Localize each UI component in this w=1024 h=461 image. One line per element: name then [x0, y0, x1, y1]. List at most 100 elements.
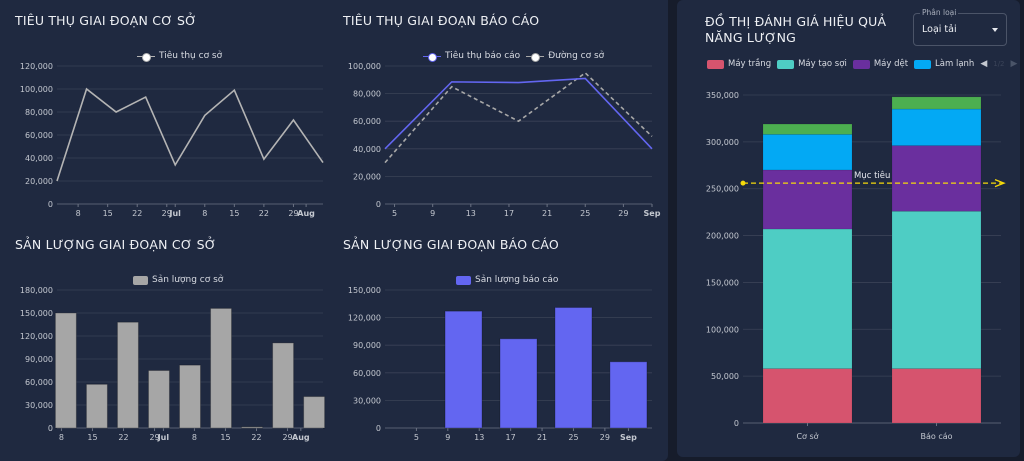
- base-output-x-tick-label: Aug: [292, 433, 310, 442]
- report-consumption-x-tick-label: 13: [466, 209, 476, 218]
- base-consumption-y-tick-label: 0: [48, 200, 53, 209]
- legend-next-icon[interactable]: ▶: [1010, 59, 1018, 69]
- efficiency-y-tick-label: 150,000: [706, 278, 739, 287]
- base-output-x-tick-label: 8: [192, 433, 197, 442]
- select-label: Phân loại: [920, 8, 959, 17]
- report-output-x-tick-label: 5: [414, 433, 419, 442]
- efficiency-x-tick-label: Cơ sở: [796, 431, 818, 441]
- report-consumption-y-tick-label: 40,000: [353, 145, 381, 154]
- base-consumption-title: Tiêu thụ giai đoạn cơ sở: [15, 13, 197, 28]
- base-output-x-tick-label: 15: [220, 433, 230, 442]
- legend-prev-icon[interactable]: ◀: [980, 59, 988, 69]
- base-consumption-y-tick-label: 80,000: [25, 108, 53, 117]
- efficiency-stack-segment: [891, 145, 982, 212]
- base-consumption-y-tick-label: 60,000: [25, 131, 53, 140]
- category-select[interactable]: Phân loại Loại tải: [913, 8, 1007, 46]
- dropdown-caret-icon: [992, 28, 998, 32]
- efficiency-y-tick-label: 250,000: [706, 185, 739, 194]
- report-consumption-y-tick-label: 0: [376, 200, 381, 209]
- legend-label: Máy tạo sợi: [798, 59, 847, 69]
- line-marker-icon: [137, 52, 155, 62]
- base-consumption-y-tick-label: 120,000: [20, 62, 53, 71]
- report-output-x-tick-label: 9: [445, 433, 450, 442]
- legend-item-lam-lanh[interactable]: Làm lạnh: [914, 59, 974, 69]
- base-consumption-x-tick-label: 29: [288, 209, 298, 218]
- legend-swatch: [914, 59, 932, 69]
- report-consumption-x-tick-label: 9: [430, 209, 435, 218]
- report-consumption-title: Tiêu thụ giai đoạn báo cáo: [343, 13, 540, 28]
- efficiency-y-tick-label: 200,000: [706, 232, 739, 241]
- report-output-legend[interactable]: Sản lượng báo cáo: [456, 275, 558, 285]
- report-output-bar: [499, 338, 538, 429]
- efficiency-stack-segment: [891, 210, 982, 369]
- base-output-x-tick-label: 15: [87, 433, 97, 442]
- report-consumption-x-tick-label: 17: [504, 209, 514, 218]
- base-output-y-tick-label: 60,000: [25, 378, 53, 387]
- legend-label: Máy trắng: [728, 59, 772, 69]
- report-consumption-series-line: [384, 77, 653, 150]
- legend-item-report[interactable]: Tiêu thụ báo cáo: [423, 51, 521, 62]
- base-consumption-legend[interactable]: Tiêu thụ cơ sở: [137, 51, 222, 62]
- report-consumption-y-tick-label: 60,000: [353, 117, 381, 126]
- target-label: Mục tiêu: [854, 170, 890, 181]
- efficiency-y-tick-label: 50,000: [711, 372, 739, 381]
- base-output-title: Sản lượng giai đoạn cơ sở: [15, 237, 217, 252]
- legend-item-may-trang[interactable]: Máy trắng: [707, 59, 771, 69]
- legend-item-may-tao-soi[interactable]: Máy tạo sợi: [777, 59, 847, 69]
- efficiency-stack-segment: [762, 123, 853, 135]
- report-output-y-tick-label: 0: [376, 424, 381, 433]
- base-output-legend[interactable]: Sản lượng cơ sở: [133, 275, 223, 285]
- report-output-x-tick-label: Sep: [620, 433, 637, 442]
- efficiency-x-tick-label: Báo cáo: [920, 432, 952, 441]
- legend-page: 1/2: [993, 60, 1005, 68]
- base-output-y-tick-label: 150,000: [20, 309, 53, 318]
- base-output-y-tick-label: 30,000: [25, 401, 53, 410]
- base-consumption-x-tick-label: 29: [162, 209, 172, 218]
- base-consumption-x-tick-label: 8: [76, 209, 81, 218]
- select-value: Loại tải: [922, 24, 957, 35]
- report-output-bar: [554, 306, 593, 429]
- efficiency-y-tick-label: 100,000: [706, 325, 739, 334]
- efficiency-stack-segment: [891, 96, 982, 110]
- report-consumption-x-tick-label: Sep: [644, 209, 661, 218]
- report-consumption-x-tick-label: 29: [618, 209, 628, 218]
- efficiency-title: Đồ thị đánh giá hiệu quả năng lượng: [705, 14, 887, 45]
- report-consumption-y-tick-label: 80,000: [353, 90, 381, 99]
- report-consumption-x-tick-label: 25: [580, 209, 590, 218]
- report-output-y-tick-label: 120,000: [348, 314, 381, 323]
- report-consumption-series-line: [384, 71, 653, 164]
- legend-item-may-det[interactable]: Máy dệt: [852, 59, 909, 69]
- base-consumption-series-line: [56, 87, 324, 182]
- report-consumption-y-tick-label: 100,000: [348, 62, 381, 71]
- base-consumption-y-tick-label: 40,000: [25, 154, 53, 163]
- legend-swatch: [707, 59, 724, 69]
- report-output-y-tick-label: 30,000: [353, 396, 381, 405]
- report-output-y-tick-label: 90,000: [353, 341, 381, 350]
- legend-label: Tiêu thụ báo cáo: [445, 51, 521, 61]
- base-output-bar: [241, 426, 264, 429]
- base-consumption-y-tick-label: 100,000: [20, 85, 53, 94]
- base-output-y-tick-label: 0: [48, 424, 53, 433]
- legend-label: Máy dệt: [873, 59, 909, 69]
- line-marker-icon: [423, 52, 441, 62]
- base-output-x-tick-label: 22: [251, 433, 261, 442]
- legend-label: Sản lượng cơ sở: [152, 275, 224, 285]
- legend-label: Sản lượng báo cáo: [475, 275, 559, 285]
- legend-swatch: [852, 59, 870, 69]
- report-consumption-legend: Tiêu thụ báo cáo Đường cơ sở: [423, 51, 604, 62]
- report-output-title: Sản lượng giai đoạn báo cáo: [343, 237, 559, 252]
- efficiency-stack-segment: [762, 368, 853, 424]
- efficiency-stack-segment: [891, 108, 982, 146]
- base-consumption-y-tick-label: 20,000: [25, 177, 53, 186]
- base-output-y-tick-label: 180,000: [20, 286, 53, 295]
- report-output-x-tick-label: 25: [568, 433, 578, 442]
- report-output-y-tick-label: 150,000: [348, 286, 381, 295]
- base-consumption-x-tick-label: 15: [229, 209, 239, 218]
- report-output-y-tick-label: 60,000: [353, 369, 381, 378]
- target-start-dot: [740, 180, 746, 186]
- efficiency-y-tick-label: 300,000: [706, 138, 739, 147]
- legend-swatch: [133, 275, 148, 285]
- legend-item-baseline[interactable]: Đường cơ sở: [526, 51, 604, 62]
- report-output-x-tick-label: 17: [506, 433, 516, 442]
